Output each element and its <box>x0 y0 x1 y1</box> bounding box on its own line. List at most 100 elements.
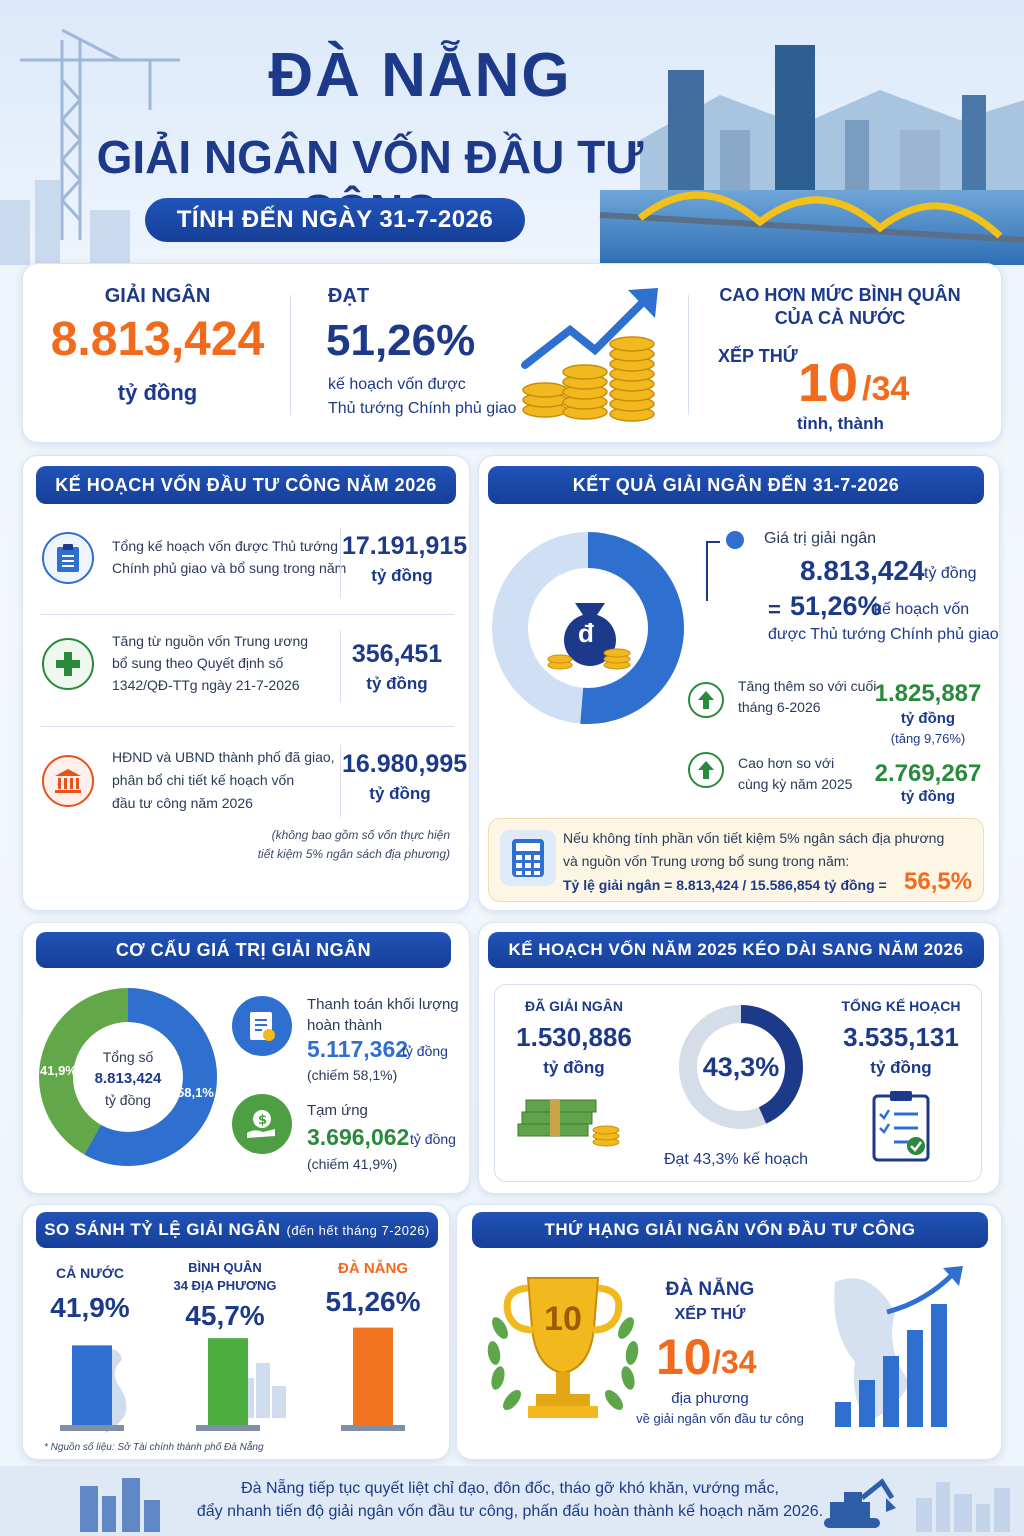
ranking-rank-value: 10 <box>656 1329 712 1385</box>
checklist-icon <box>872 1091 930 1162</box>
footer-skyline-icon <box>916 1482 1010 1532</box>
footer-line-1: Đà Nẵng tiếp tục quyết liệt chỉ đạo, đôn… <box>241 1480 779 1497</box>
inc1-unit: tỷ đồng <box>900 710 956 727</box>
result-pct-desc-2: được Thủ tướng Chính phủ giao <box>768 626 999 643</box>
date-pill: TÍNH ĐẾN NGÀY 31-7-2026 <box>145 198 525 242</box>
government-building-icon <box>42 755 94 807</box>
ranking-city: ĐÀ NẴNG <box>665 1279 755 1300</box>
compare-heading-pill: SO SÁNH TỶ LỆ GIẢI NGÂN (đến hết tháng 7… <box>36 1212 438 1248</box>
reach-desc-1: kế hoạch vốn được <box>328 376 466 393</box>
extended-pct-caption: Đạt 43,3% kế hoạch <box>663 1151 809 1168</box>
structure-item-1-line-1: Thanh toán khối lượng <box>307 996 459 1013</box>
compare-bar-base-2 <box>341 1425 405 1431</box>
excavator-icon <box>824 1478 896 1528</box>
plan-item-2-unit: tỷ đồng <box>366 674 428 693</box>
coins-growth-icon <box>521 288 658 422</box>
structure-donut-chart <box>39 988 217 1166</box>
hand-coin-icon: $ <box>232 1094 292 1154</box>
plan-item-3-value: 16.980,995 <box>342 750 468 778</box>
structure-green-pct: 41,9% <box>40 1063 77 1078</box>
inc2-value: 2.769,267 <box>874 760 982 787</box>
inc1-note: (tăng 9,76%) <box>890 731 966 746</box>
avg-line-2: CỦA CẢ NƯỚC <box>774 308 906 328</box>
summary-card <box>22 263 1002 443</box>
footer-buildings-icon <box>80 1478 160 1532</box>
compare-value-average: 45,7% <box>185 1300 265 1331</box>
extended-donut-chart <box>679 1005 803 1129</box>
plan-item-3-unit: tỷ đồng <box>369 784 431 803</box>
structure-blue-pct: 58,1% <box>177 1085 214 1100</box>
inc1-desc-1: Tăng thêm so với cuối <box>738 678 877 694</box>
result-value-unit: tỷ đồng <box>924 565 977 582</box>
arrow-up-icon <box>688 682 724 718</box>
plan-item-1-value: 17.191,915 <box>342 532 468 560</box>
ranking-heading: THỨ HẠNG GIẢI NGÂN VỐN ĐẦU TƯ CÔNG <box>472 1212 988 1248</box>
disbursed-unit: tỷ đồng <box>117 380 198 405</box>
plan-item-2-desc-2: bổ sung theo Quyết định số <box>112 655 284 671</box>
trophy-icon <box>487 1277 639 1418</box>
result-dot <box>726 531 744 549</box>
compare-label-danang: ĐÀ NẴNG <box>338 1260 408 1277</box>
inc2-desc-2: cùng kỳ năm 2025 <box>738 776 853 792</box>
structure-item-1-line-2: hoàn thành <box>307 1017 383 1034</box>
structure-item-2-note: (chiếm 41,9%) <box>307 1156 398 1172</box>
extended-done-value: 1.530,886 <box>516 1022 632 1052</box>
extended-pct-label: 43,3% <box>702 1052 780 1082</box>
avg-line-1: CAO HƠN MỨC BÌNH QUÂN <box>719 285 961 305</box>
result-note-pct: 56,5% <box>904 868 973 895</box>
plan-note-2: tiết kiệm 5% ngân sách địa phương) <box>257 847 450 861</box>
result-value-label: Giá trị giải ngân <box>764 530 877 547</box>
plan-item-2-desc-3: 1342/QĐ-TTg ngày 21-7-2026 <box>112 677 300 693</box>
plan-item-3-desc-2: phân bổ chi tiết kế hoạch vốn <box>112 772 295 788</box>
extended-done-label: ĐÃ GIẢI NGÂN <box>525 998 623 1014</box>
structure-heading: CƠ CẤU GIÁ TRỊ GIẢI NGÂN <box>36 932 451 968</box>
structure-center-3: tỷ đồng <box>105 1092 151 1108</box>
ranking-desc: về giải ngân vốn đầu tư công <box>636 1411 804 1426</box>
rank-label: XẾP THỨ <box>718 346 798 366</box>
compare-heading: SO SÁNH TỶ LỆ GIẢI NGÂN <box>44 1220 281 1239</box>
calculator-icon <box>500 830 556 886</box>
compare-label-average-1: BÌNH QUÂN <box>188 1260 262 1275</box>
rank-total: /34 <box>862 370 910 408</box>
plan-2026-card <box>22 455 470 911</box>
growth-bars-icon <box>834 1266 963 1427</box>
rank-value: 10 <box>798 353 859 413</box>
result-pct-desc: kế hoạch vốn <box>874 601 970 618</box>
result-donut-chart <box>492 532 684 724</box>
plan-item-1-desc-1: Tổng kế hoạch vốn được Thủ tướng <box>112 538 338 554</box>
trophy-number: 10 <box>544 1300 582 1338</box>
plan-item-2-desc-1: Tăng từ nguồn vốn Trung ương <box>112 633 309 649</box>
plan-item-3-desc-3: đầu tư công năm 2026 <box>112 795 253 811</box>
result-bracket <box>706 541 720 601</box>
inc2-desc-1: Cao hơn so với <box>738 755 835 771</box>
compare-label-average-2: 34 ĐỊA PHƯƠNG <box>173 1278 277 1293</box>
money-symbol: đ <box>578 618 594 648</box>
plan-2026-heading: KẾ HOẠCH VỐN ĐẦU TƯ CÔNG NĂM 2026 <box>36 466 456 504</box>
extended-donut-value <box>679 1005 803 1129</box>
plus-icon <box>42 638 94 690</box>
extended-total-unit: tỷ đồng <box>870 1058 932 1077</box>
compare-heading-small: (đến hết tháng 7-2026) <box>286 1222 430 1238</box>
structure-center-2: 8.813,424 <box>94 1070 162 1087</box>
money-bag-icon <box>547 603 631 670</box>
page-title: GIẢI NGÂN VỐN ĐẦU TƯ CÔNG <box>96 131 644 237</box>
structure-center-1: Tổng số <box>102 1049 154 1065</box>
footer-line-2: đẩy nhanh tiến độ giải ngân vốn đầu tư c… <box>196 1503 824 1520</box>
svg-text:$: $ <box>258 1113 267 1128</box>
extended-total-value: 3.535,131 <box>843 1022 959 1052</box>
compare-source: * Nguồn số liệu: Sở Tài chính thành phố … <box>44 1442 264 1453</box>
extended-total-label: TỔNG KẾ HOẠCH <box>841 998 961 1014</box>
plan-item-1-desc-2: Chính phủ giao và bổ sung trong năm <box>112 560 347 576</box>
compare-bar-1 <box>208 1338 248 1425</box>
clipboard-icon <box>42 532 94 584</box>
compare-bar-0 <box>72 1345 112 1425</box>
result-note-2: và nguồn vốn Trung ương bổ sung trong nă… <box>563 853 850 869</box>
inc1-desc-2: tháng 6-2026 <box>738 699 821 715</box>
invoice-icon <box>232 996 292 1056</box>
inc2-unit: tỷ đồng <box>900 788 956 805</box>
ranking-rank-label: XẾP THỨ <box>674 1306 746 1323</box>
structure-item-2-value: 3.696,062 <box>307 1124 410 1150</box>
compare-bar-base-1 <box>196 1425 260 1431</box>
result-note-box <box>488 818 984 902</box>
cash-stack-icon <box>517 1099 620 1147</box>
